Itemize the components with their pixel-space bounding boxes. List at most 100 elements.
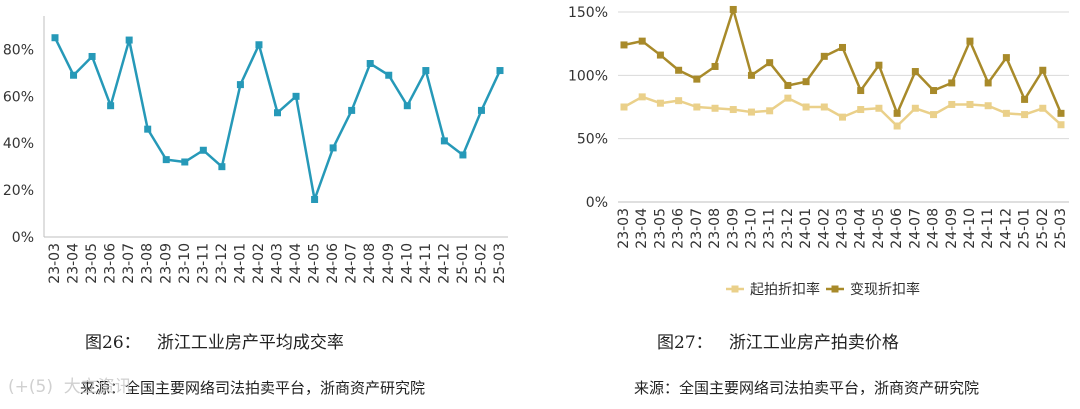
data-point — [911, 68, 919, 76]
data-point — [966, 37, 974, 45]
x-tick-label: 24-08 — [926, 208, 942, 249]
data-point — [747, 71, 755, 79]
data-point — [199, 146, 207, 154]
x-tick-label: 24-09 — [381, 243, 397, 284]
data-point — [930, 87, 938, 95]
data-point — [839, 113, 846, 121]
x-tick-label: 24-02 — [816, 208, 832, 249]
data-point — [656, 99, 664, 107]
data-point — [236, 81, 244, 89]
x-tick-label: 23-12 — [780, 208, 796, 249]
data-point — [930, 111, 938, 119]
x-tick-label: 25-03 — [1053, 208, 1069, 249]
x-tick-label: 23-10 — [743, 208, 759, 249]
x-tick-label: 23-04 — [66, 243, 82, 284]
data-point — [70, 71, 78, 79]
data-point — [1021, 95, 1029, 103]
data-point — [292, 92, 300, 100]
data-point — [820, 52, 828, 60]
data-point — [1057, 109, 1065, 117]
y-tick-label: 80% — [3, 42, 34, 58]
x-tick-label: 23-08 — [140, 243, 156, 284]
x-tick-label: 24-08 — [362, 243, 378, 284]
data-point — [784, 94, 792, 102]
legend-label: 起拍折扣率 — [750, 281, 820, 298]
x-tick-label: 24-07 — [344, 243, 360, 284]
x-tick-label: 25-01 — [1017, 208, 1033, 249]
data-point — [729, 106, 737, 114]
data-point — [693, 103, 701, 111]
y-tick-label: 60% — [3, 89, 34, 105]
x-tick-label: 24-12 — [998, 208, 1014, 249]
data-point — [784, 81, 792, 89]
data-point — [820, 103, 828, 111]
x-tick-label: 23-11 — [762, 208, 778, 249]
x-tick-label: 23-05 — [84, 243, 100, 284]
data-point — [966, 100, 974, 108]
series-line — [53, 37, 502, 201]
data-point — [1057, 121, 1065, 129]
data-point — [729, 5, 737, 13]
x-tick-label: 24-03 — [270, 243, 286, 284]
data-point — [1039, 104, 1047, 112]
data-point — [802, 78, 810, 86]
x-tick-label: 24-06 — [889, 208, 905, 249]
data-point — [440, 137, 448, 145]
legend-marker — [831, 285, 839, 293]
watermark-logo: (+(5) 大立资讯 — [8, 377, 132, 397]
data-point — [766, 107, 774, 115]
data-point — [893, 122, 901, 130]
data-point — [181, 158, 189, 166]
data-point — [802, 103, 810, 111]
data-point — [911, 104, 919, 112]
data-point — [875, 104, 883, 112]
data-point — [1002, 109, 1010, 117]
x-tick-label: 24-03 — [835, 208, 851, 249]
x-tick-label: 24-10 — [399, 243, 415, 284]
x-tick-label: 24-09 — [944, 208, 960, 249]
x-tick-label: 25-03 — [492, 243, 508, 284]
data-point — [893, 109, 901, 117]
x-tick-label: 23-03 — [616, 208, 632, 249]
data-point — [675, 66, 683, 74]
x-tick-label: 23-05 — [652, 208, 668, 249]
data-point — [1002, 54, 1010, 62]
x-tick-label: 25-02 — [1035, 208, 1051, 249]
x-tick-label: 23-09 — [725, 208, 741, 249]
x-tick-label: 24-07 — [907, 208, 923, 249]
data-point — [51, 34, 59, 42]
x-tick-label: 23-04 — [634, 208, 650, 249]
chart-right-caption: 图27： 浙江工业房产拍卖价格 — [657, 333, 899, 353]
data-point — [948, 100, 956, 108]
data-point — [675, 97, 683, 105]
data-point — [403, 102, 411, 110]
x-tick-label: 23-06 — [103, 243, 119, 284]
y-tick-label: 150% — [568, 5, 608, 21]
x-tick-label: 24-05 — [871, 208, 887, 249]
chart-left: 0%20%40%60%80%23-03 23-04 23-05 23-06 23-07 2… — [3, 16, 508, 284]
chart-left-caption: 图26： 浙江工业房产平均成交率 — [85, 333, 344, 353]
x-tick-label: 24-06 — [325, 243, 341, 284]
data-point — [88, 52, 96, 60]
x-tick-label: 24-01 — [232, 243, 248, 284]
x-tick-label: 23-12 — [214, 243, 230, 284]
x-tick-label: 24-04 — [853, 208, 869, 249]
data-point — [162, 156, 170, 164]
data-point — [274, 109, 281, 117]
data-point — [385, 71, 393, 79]
chart-right-source: 来源：全国主要网络司法拍卖平台，浙商资产研究院 — [634, 379, 980, 397]
x-tick-label: 24-12 — [436, 243, 452, 284]
y-tick-label: 40% — [3, 136, 34, 152]
data-point — [656, 51, 664, 59]
data-point — [875, 61, 883, 69]
x-tick-label: 23-07 — [689, 208, 705, 249]
x-tick-label: 23-06 — [671, 208, 687, 249]
data-point — [422, 67, 430, 75]
y-tick-label: 0% — [586, 195, 608, 211]
chart-right: 0%50%100%150%23-03 23-04 23-05 23-06 23-07 23… — [568, 5, 1069, 298]
data-point — [1039, 66, 1047, 74]
x-tick-label: 23-03 — [47, 243, 63, 284]
data-point — [839, 43, 846, 51]
series-line — [623, 95, 1062, 128]
data-point — [477, 106, 485, 114]
